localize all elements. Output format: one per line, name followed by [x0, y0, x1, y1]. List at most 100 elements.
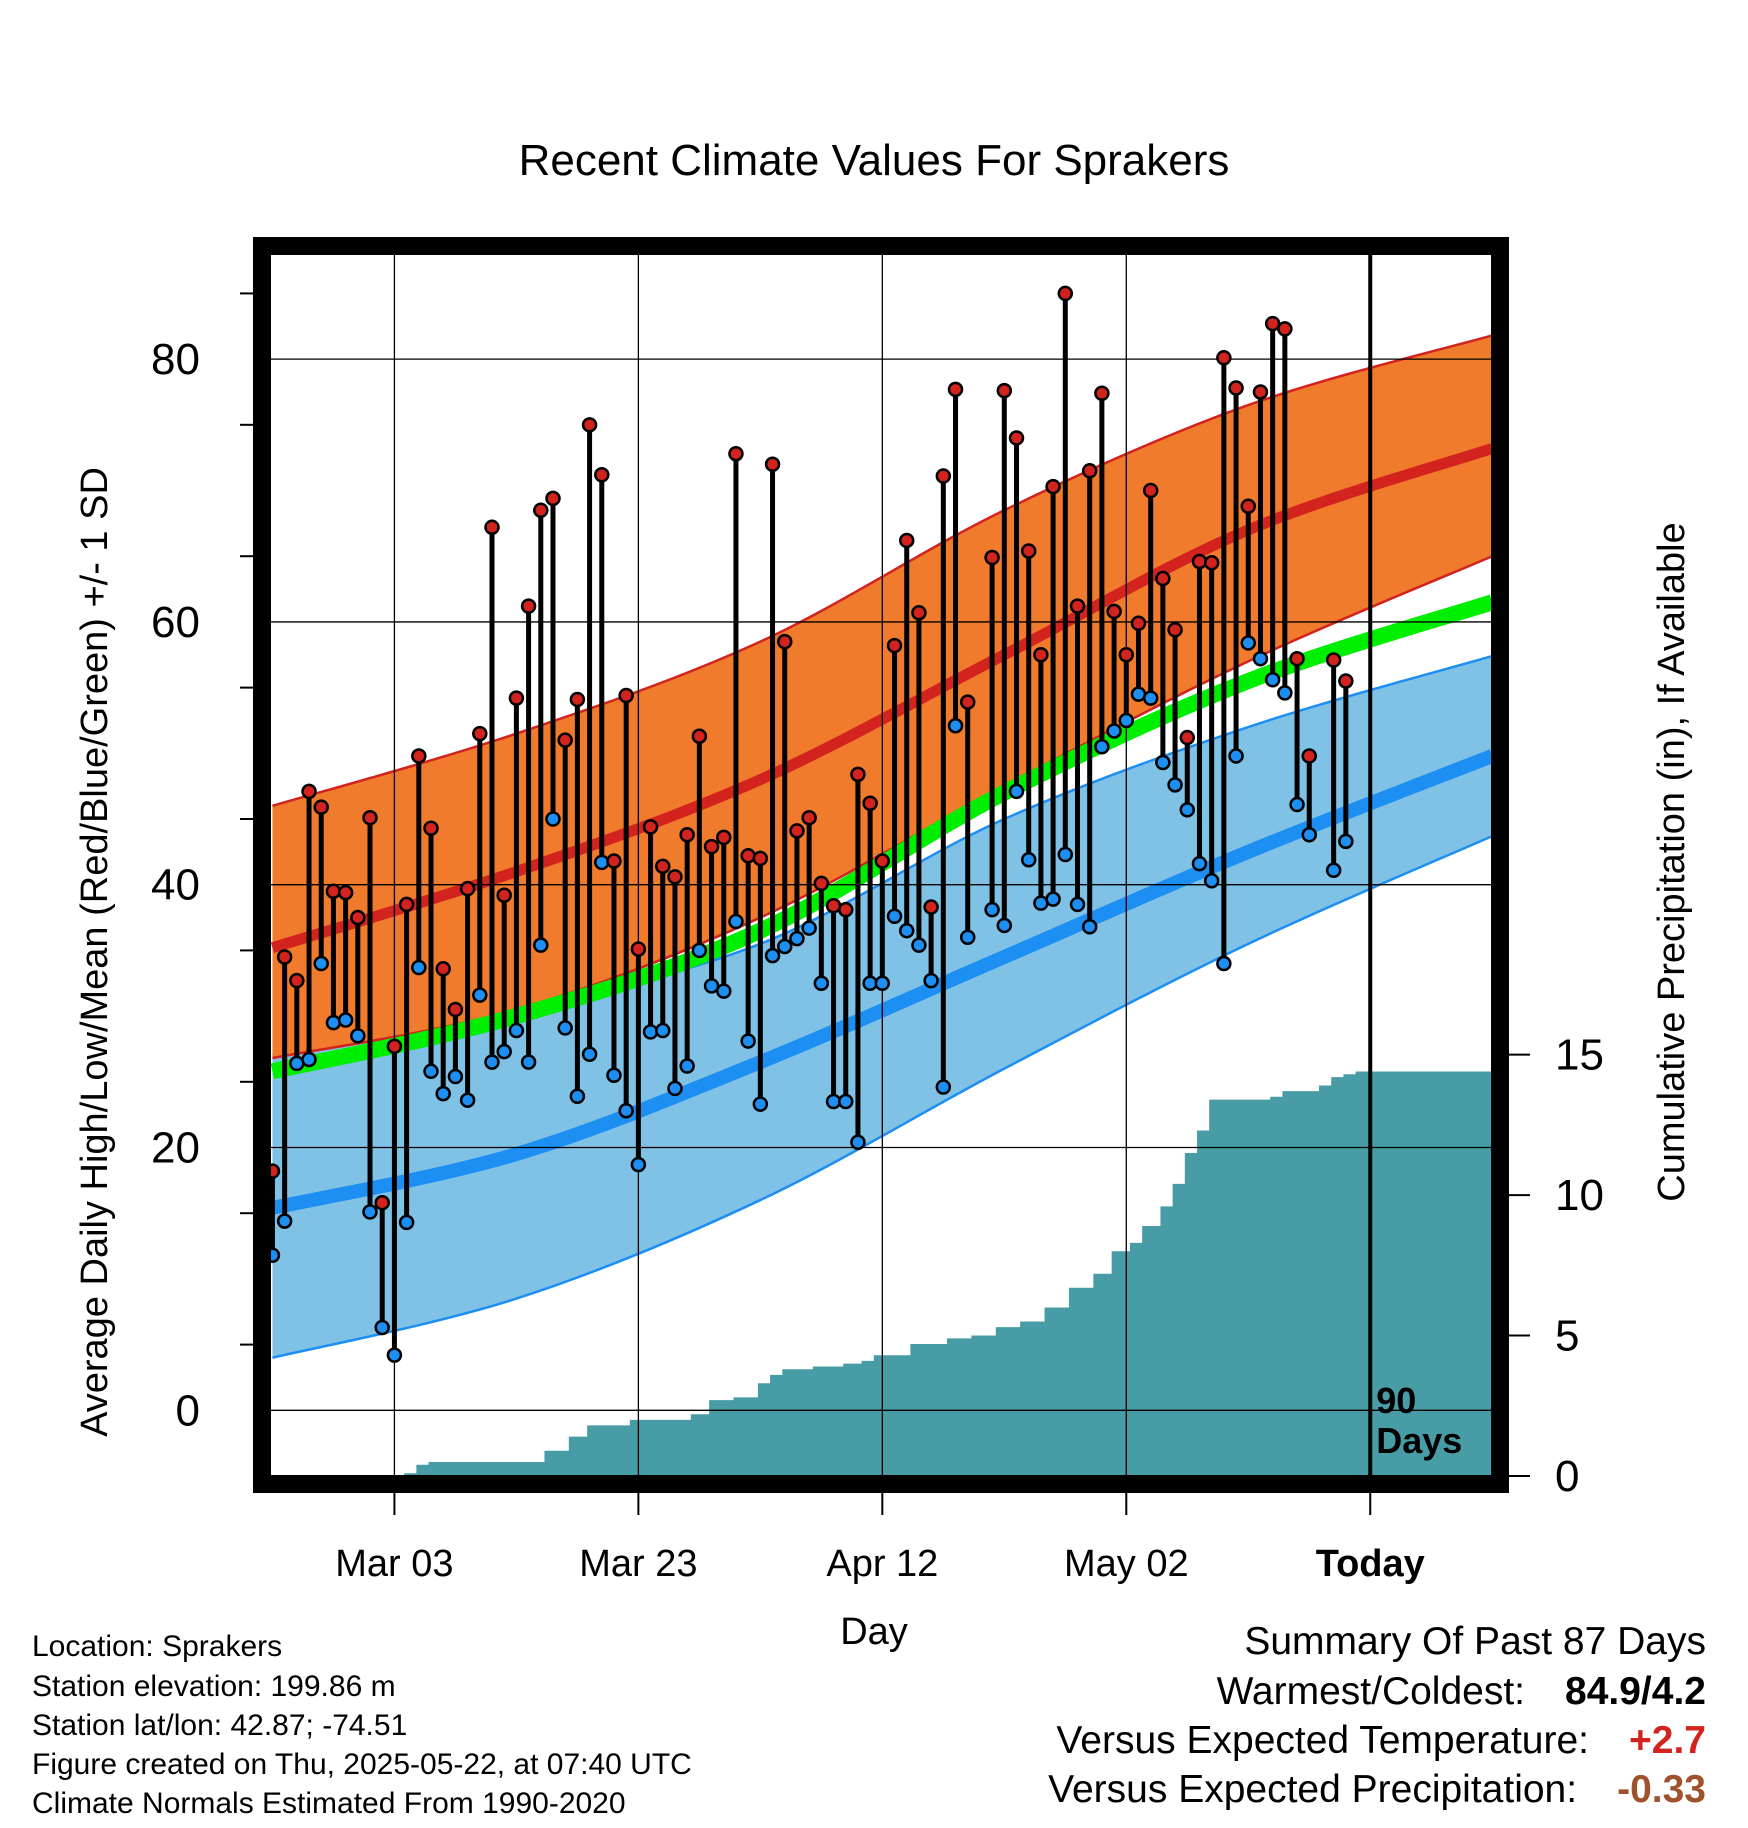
high-dot	[1289, 650, 1305, 667]
high-dot	[728, 445, 744, 462]
low-dot	[411, 959, 427, 976]
high-dot	[776, 633, 793, 650]
high-dot	[618, 687, 634, 704]
low-dot	[423, 1063, 439, 1080]
high-dot	[984, 549, 1000, 566]
summary-title: Summary Of Past 87 Days	[1244, 1620, 1706, 1663]
today-marker-label: Days	[1376, 1420, 1462, 1461]
low-dot	[716, 983, 732, 999]
low-dot	[789, 930, 805, 947]
high-dot	[569, 691, 586, 708]
high-dot	[923, 899, 939, 915]
summary-warmest: Warmest/Coldest: 84.9/4.2	[1217, 1672, 1706, 1711]
high-dot	[813, 875, 830, 892]
low-dot	[1142, 690, 1159, 706]
high-dot	[1020, 543, 1037, 559]
daily-dots	[264, 285, 1354, 1363]
low-dot	[911, 937, 927, 953]
high-dot	[1228, 380, 1244, 396]
chart-title: Recent Climate Values For Sprakers	[519, 136, 1230, 185]
high-dot	[1033, 647, 1049, 663]
high-dot	[911, 604, 927, 621]
high-dot	[362, 809, 378, 826]
low-dot	[545, 811, 561, 827]
low-dot	[533, 937, 549, 953]
x-tick-label: Mar 03	[335, 1543, 453, 1585]
low-dot	[606, 1067, 622, 1083]
high-dot	[655, 858, 671, 875]
low-dot	[764, 947, 781, 964]
high-dot	[642, 819, 659, 835]
low-dot	[1203, 873, 1220, 889]
low-dot	[667, 1080, 683, 1097]
low-dot	[886, 908, 903, 924]
high-dot	[935, 468, 952, 484]
high-dot	[1094, 385, 1110, 402]
high-dot	[447, 1001, 464, 1018]
low-dot	[1155, 754, 1171, 771]
low-dot	[1240, 635, 1257, 651]
low-dot	[984, 901, 1000, 918]
low-dot	[959, 929, 976, 946]
high-dot	[1338, 673, 1354, 689]
high-dot	[557, 732, 573, 748]
high-dot	[496, 887, 512, 903]
low-dot	[313, 955, 329, 972]
high-dot	[594, 466, 610, 483]
high-dot	[581, 417, 598, 433]
high-dot	[1203, 555, 1220, 571]
low-dot	[1069, 896, 1086, 913]
summary-temp-label: Versus Expected Temperature:	[1056, 1719, 1589, 1762]
low-dot	[1216, 955, 1232, 972]
low-dot	[1338, 833, 1354, 850]
low-dot	[776, 938, 793, 955]
high-dot	[850, 766, 866, 783]
summary-warmest-label: Warmest/Coldest:	[1216, 1670, 1526, 1713]
low-dot	[703, 978, 720, 994]
high-dot	[533, 502, 549, 518]
summary-temp-value: +2.7	[1629, 1719, 1706, 1762]
high-dot	[1069, 598, 1086, 614]
axes: 0 20 40 60 80 0 5 10 15 Mar 03 Mar 23 Apr 12 May 02 T…	[151, 292, 1604, 1585]
high-dot	[1008, 430, 1025, 446]
high-dot	[1081, 463, 1098, 479]
low-dot	[459, 1092, 476, 1108]
low-dot	[472, 987, 488, 1003]
low-dot	[362, 1204, 378, 1220]
low-dot	[594, 854, 610, 871]
high-dot	[886, 637, 903, 654]
high-dot	[1191, 553, 1208, 570]
low-dot	[1252, 650, 1269, 667]
y-tick-label: 60	[151, 598, 200, 647]
summary-temp: Versus Expected Temperature: +2.7	[1056, 1721, 1706, 1760]
low-dot	[447, 1068, 464, 1085]
high-dot	[1130, 615, 1147, 631]
low-dot	[850, 1134, 866, 1150]
low-dot	[374, 1319, 390, 1336]
summary-precip-label: Versus Expected Precipitation:	[1048, 1768, 1578, 1811]
low-normal-line	[270, 749, 1495, 1215]
precip-area-shape	[404, 1071, 1492, 1476]
high-dot	[691, 728, 708, 744]
low-dot	[1045, 891, 1061, 907]
summary-precip: Versus Expected Precipitation: -0.33	[1048, 1770, 1706, 1809]
low-dot	[935, 1079, 952, 1095]
low-dot	[1301, 827, 1318, 843]
low-dot	[508, 1022, 525, 1039]
daily-range-bars	[269, 293, 1349, 1356]
high-dot	[996, 382, 1013, 399]
high-dot	[325, 883, 342, 900]
x-axis-label: Day	[840, 1611, 908, 1653]
low-dot	[752, 1096, 769, 1112]
low-dot	[1289, 796, 1305, 813]
low-dot	[1191, 855, 1208, 872]
low-dot	[1325, 862, 1342, 879]
y-tick-label: 80	[151, 335, 200, 384]
high-dot	[959, 694, 976, 710]
info-elevation: Station elevation: 199.86 m	[32, 1670, 396, 1703]
low-dot	[520, 1054, 537, 1070]
high-dot	[1155, 570, 1171, 587]
high-dot	[386, 1038, 403, 1055]
